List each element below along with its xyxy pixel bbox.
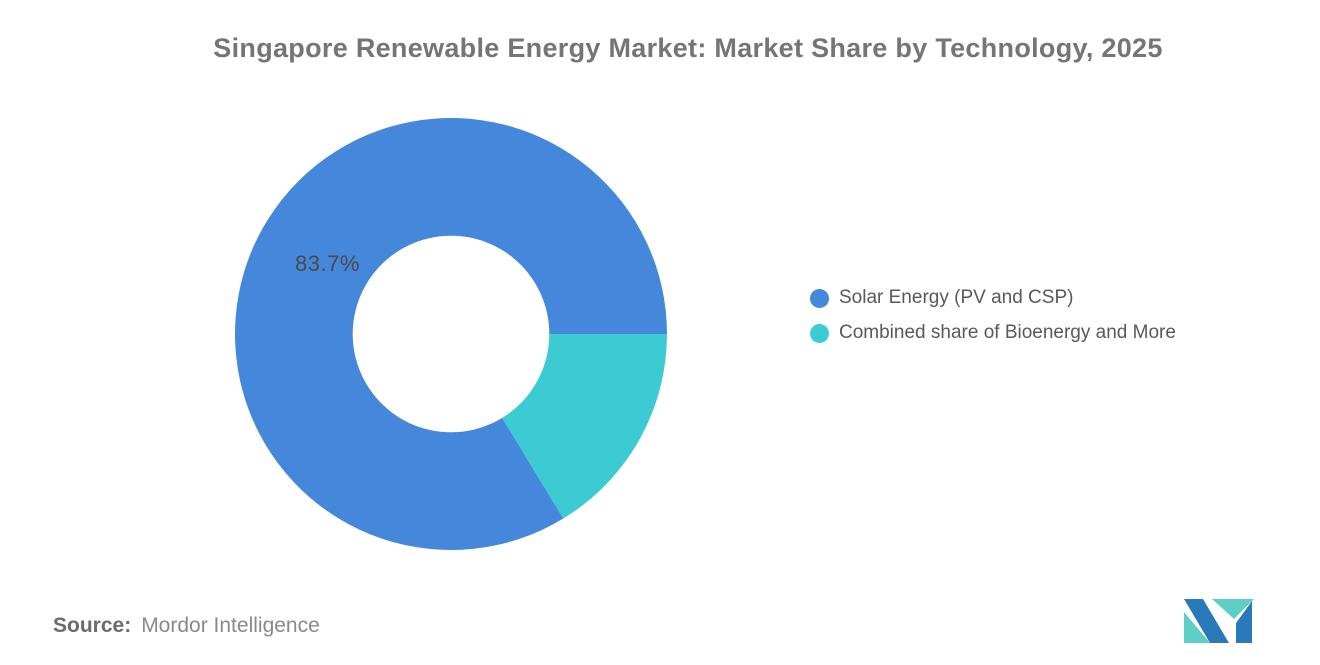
pie-slice[interactable]	[235, 118, 667, 550]
pie-slice[interactable]	[502, 334, 667, 519]
logo-blue-right-bar	[1236, 601, 1252, 643]
source-line: Source: Mordor Intelligence	[53, 614, 320, 638]
logo-teal-bottom-left-triangle	[1184, 612, 1210, 643]
source-label: Source:	[53, 614, 132, 637]
donut-chart-svg[interactable]	[235, 118, 667, 550]
legend-label-solar-energy: Solar Energy (PV and CSP)	[839, 287, 1074, 308]
legend: Solar Energy (PV and CSP) Combined share…	[810, 287, 1176, 344]
legend-swatch-bioenergy-icon	[810, 323, 829, 343]
logo-blue-diagonal-band	[1184, 599, 1229, 643]
pie-data-label: 83.7%	[295, 251, 360, 276]
legend-item-bioenergy[interactable]: Combined share of Bioenergy and More	[810, 322, 1176, 344]
source-value: Mordor Intelligence	[141, 614, 320, 637]
legend-label-bioenergy: Combined share of Bioenergy and More	[839, 322, 1176, 343]
donut-chart[interactable]: 83.7%	[235, 118, 667, 550]
legend-swatch-solar-icon	[810, 288, 829, 308]
mordor-intelligence-logo	[1184, 599, 1254, 643]
logo-teal-top-right-triangle	[1212, 599, 1254, 619]
legend-item-solar-energy[interactable]: Solar Energy (PV and CSP)	[810, 287, 1176, 309]
chart-title: Singapore Renewable Energy Market: Marke…	[213, 33, 1163, 63]
